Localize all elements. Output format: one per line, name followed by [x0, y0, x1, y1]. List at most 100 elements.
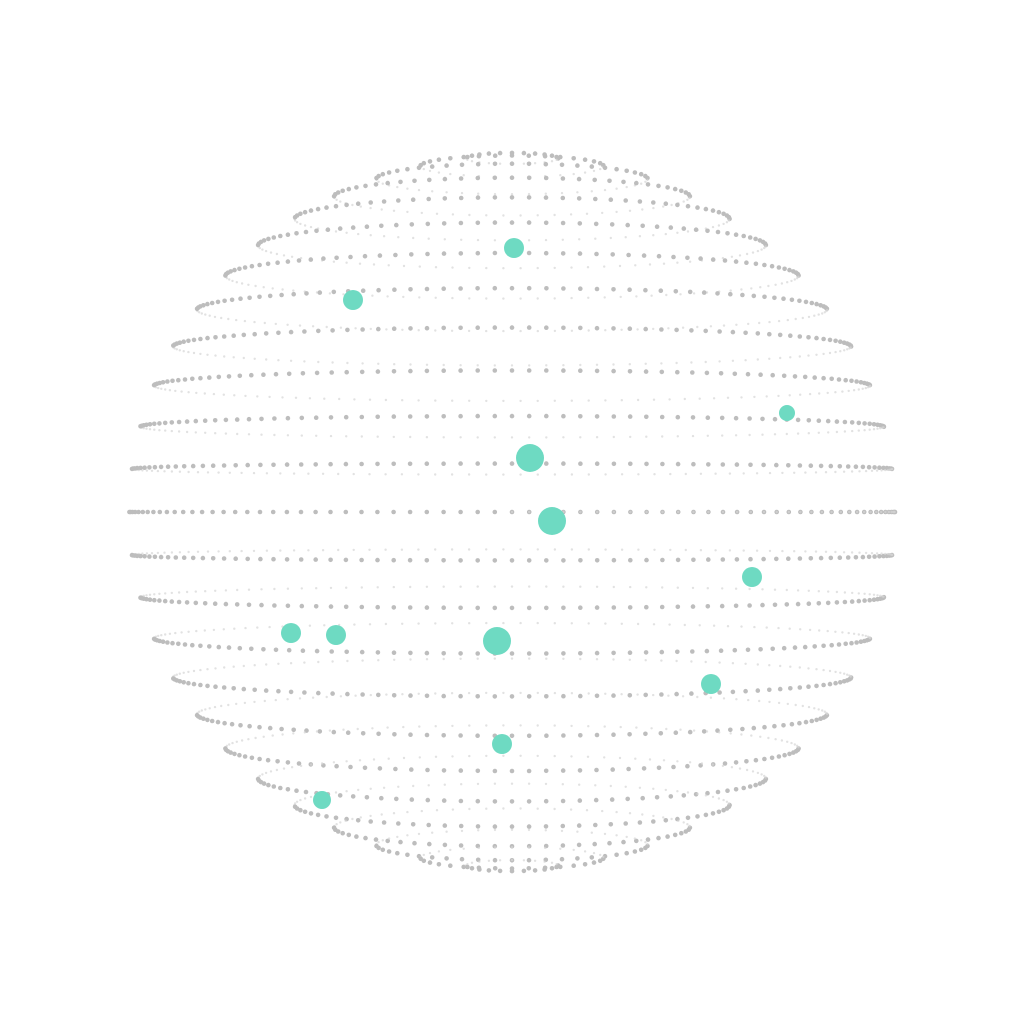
sphere-dot: [206, 471, 210, 474]
sphere-dot: [232, 356, 235, 359]
sphere-dot: [578, 693, 583, 699]
sphere-dot: [441, 368, 447, 374]
sphere-dot: [275, 768, 279, 772]
sphere-dot: [200, 709, 203, 712]
sphere-dot: [614, 852, 619, 858]
sphere-dot: [609, 236, 612, 240]
sphere-dot: [526, 368, 532, 373]
sphere-dot: [275, 252, 279, 256]
sphere-dot: [658, 731, 664, 736]
sphere-dot: [292, 549, 296, 552]
sphere-dot: [368, 473, 371, 476]
sphere-dot: [214, 432, 217, 435]
sphere-dot: [307, 549, 310, 552]
sphere-dot: [679, 293, 682, 296]
sphere-dot: [842, 419, 848, 425]
sphere-dot: [502, 724, 505, 727]
sphere-dot: [164, 592, 167, 595]
sphere-dot: [475, 768, 481, 774]
sphere-dot: [331, 729, 337, 735]
sphere-dot: [375, 461, 380, 467]
sphere-dot: [768, 700, 771, 704]
sphere-dot: [215, 719, 221, 725]
sphere-dot: [834, 391, 837, 394]
sphere-dot: [760, 602, 765, 608]
sphere-dot: [718, 731, 721, 734]
sphere-dot: [652, 327, 655, 331]
sphere-dot: [492, 461, 498, 466]
sphere-dot: [690, 361, 693, 364]
sphere-dot: [788, 394, 791, 397]
sphere-dot: [391, 414, 397, 419]
sphere-dot: [182, 671, 185, 674]
sphere-dot: [208, 314, 211, 317]
sphere-dot: [799, 393, 802, 396]
sphere-dot: [730, 766, 734, 769]
sphere-dot: [725, 800, 729, 803]
sphere-dot: [627, 287, 632, 293]
sphere-dot: [570, 473, 574, 476]
sphere-dot: [767, 687, 772, 693]
sphere-dot: [348, 254, 353, 260]
sphere-dot: [662, 816, 665, 819]
sphere-dot: [346, 659, 349, 663]
sphere-dot: [380, 208, 383, 211]
sphere-dot: [710, 208, 716, 213]
sphere-dot: [176, 377, 181, 383]
sphere-dot: [703, 812, 709, 818]
sphere-dot: [705, 730, 709, 733]
sphere-dot: [476, 153, 482, 159]
sphere-dot: [786, 556, 791, 561]
sphere-dot: [334, 230, 338, 233]
sphere-dot: [509, 799, 515, 804]
sphere-dot: [731, 359, 735, 362]
sphere-dot: [475, 175, 481, 181]
sphere-dot: [808, 463, 814, 469]
sphere-dot: [147, 465, 152, 470]
sphere-dot: [485, 621, 488, 625]
sphere-dot: [486, 151, 492, 156]
sphere-dot: [417, 692, 420, 695]
sphere-dot: [722, 324, 726, 327]
sphere-dot: [519, 297, 522, 300]
sphere-dot: [392, 435, 395, 439]
sphere-dot: [751, 770, 755, 773]
sphere-dot: [492, 866, 498, 871]
sphere-dot: [569, 213, 573, 216]
sphere-dot: [663, 201, 669, 206]
sphere-dot: [609, 222, 615, 227]
sphere-dot: [217, 550, 220, 553]
sphere-dot: [661, 435, 664, 438]
sphere-dot: [741, 233, 746, 239]
sphere-dot: [716, 209, 722, 215]
sphere-dot: [285, 760, 291, 765]
sphere-dot: [824, 471, 828, 474]
sphere-dot: [502, 297, 505, 300]
sphere-dot: [854, 640, 859, 645]
sphere-dot: [673, 730, 679, 735]
sphere-dot: [553, 399, 556, 402]
sphere-dot: [408, 650, 413, 656]
sphere-dot: [704, 360, 707, 364]
sphere-dot: [276, 330, 281, 336]
sphere-dot: [449, 848, 452, 852]
sphere-dot: [354, 694, 357, 697]
sphere-dot: [485, 399, 488, 403]
sphere-dot: [229, 297, 235, 303]
sphere-dot: [363, 183, 368, 189]
sphere-dot: [160, 380, 166, 385]
sphere-dot: [418, 725, 421, 728]
node: [326, 625, 346, 645]
sphere-dot: [222, 628, 225, 631]
sphere-dot: [316, 328, 321, 334]
sphere-dot: [715, 229, 721, 235]
sphere-dot: [157, 509, 163, 515]
sphere-dot: [165, 464, 171, 470]
sphere-dot: [337, 548, 340, 552]
sphere-dot: [492, 153, 498, 158]
sphere-dot: [624, 850, 629, 856]
sphere-dot: [871, 597, 877, 602]
sphere-dot: [740, 288, 743, 291]
sphere-dot: [351, 203, 354, 207]
